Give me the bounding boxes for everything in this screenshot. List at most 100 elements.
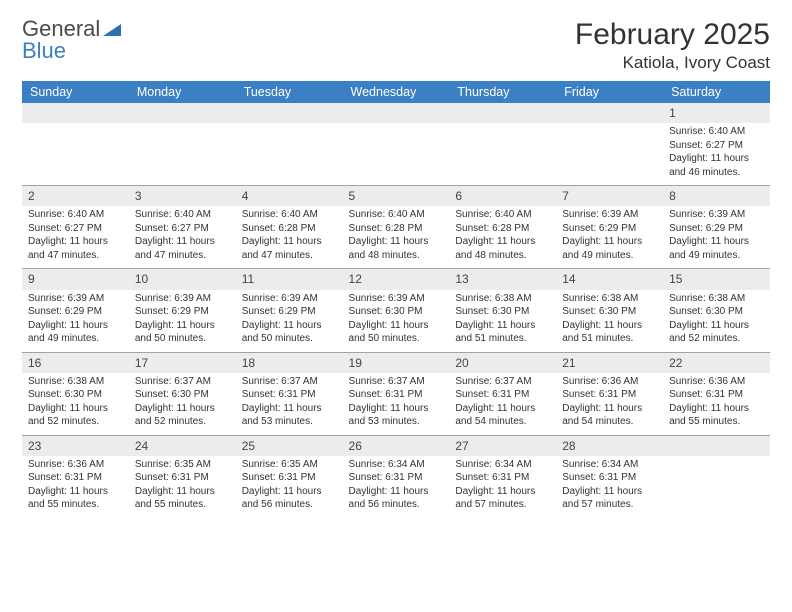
day-header: Saturday bbox=[663, 81, 770, 103]
day-cell: 18Sunrise: 6:37 AMSunset: 6:31 PMDayligh… bbox=[236, 352, 343, 435]
day-details: Sunrise: 6:39 AMSunset: 6:29 PMDaylight:… bbox=[669, 208, 764, 262]
day-cell bbox=[449, 103, 556, 186]
day-details: Sunrise: 6:35 AMSunset: 6:31 PMDaylight:… bbox=[242, 458, 337, 512]
day-details: Sunrise: 6:39 AMSunset: 6:29 PMDaylight:… bbox=[242, 292, 337, 346]
day-cell: 20Sunrise: 6:37 AMSunset: 6:31 PMDayligh… bbox=[449, 352, 556, 435]
day-number bbox=[343, 103, 450, 123]
daylight-text: Daylight: 11 hours and 52 minutes. bbox=[28, 402, 123, 429]
calendar-tbody: 1Sunrise: 6:40 AMSunset: 6:27 PMDaylight… bbox=[22, 103, 770, 518]
day-details: Sunrise: 6:38 AMSunset: 6:30 PMDaylight:… bbox=[669, 292, 764, 346]
sunset-text: Sunset: 6:31 PM bbox=[135, 471, 230, 485]
day-cell: 28Sunrise: 6:34 AMSunset: 6:31 PMDayligh… bbox=[556, 435, 663, 518]
day-number: 21 bbox=[556, 353, 663, 373]
day-details: Sunrise: 6:40 AMSunset: 6:28 PMDaylight:… bbox=[455, 208, 550, 262]
sunrise-text: Sunrise: 6:38 AM bbox=[562, 292, 657, 306]
day-cell: 2Sunrise: 6:40 AMSunset: 6:27 PMDaylight… bbox=[22, 186, 129, 269]
sunset-text: Sunset: 6:31 PM bbox=[562, 471, 657, 485]
day-details: Sunrise: 6:35 AMSunset: 6:31 PMDaylight:… bbox=[135, 458, 230, 512]
day-cell: 19Sunrise: 6:37 AMSunset: 6:31 PMDayligh… bbox=[343, 352, 450, 435]
sunset-text: Sunset: 6:28 PM bbox=[455, 222, 550, 236]
day-number bbox=[236, 103, 343, 123]
day-number: 23 bbox=[22, 436, 129, 456]
day-cell: 13Sunrise: 6:38 AMSunset: 6:30 PMDayligh… bbox=[449, 269, 556, 352]
sunrise-text: Sunrise: 6:36 AM bbox=[669, 375, 764, 389]
daylight-text: Daylight: 11 hours and 51 minutes. bbox=[455, 319, 550, 346]
sunset-text: Sunset: 6:30 PM bbox=[669, 305, 764, 319]
sunrise-text: Sunrise: 6:38 AM bbox=[455, 292, 550, 306]
day-details: Sunrise: 6:40 AMSunset: 6:28 PMDaylight:… bbox=[349, 208, 444, 262]
sunset-text: Sunset: 6:29 PM bbox=[562, 222, 657, 236]
day-cell: 11Sunrise: 6:39 AMSunset: 6:29 PMDayligh… bbox=[236, 269, 343, 352]
day-number bbox=[449, 103, 556, 123]
daylight-text: Daylight: 11 hours and 53 minutes. bbox=[349, 402, 444, 429]
day-cell: 17Sunrise: 6:37 AMSunset: 6:30 PMDayligh… bbox=[129, 352, 236, 435]
daylight-text: Daylight: 11 hours and 50 minutes. bbox=[242, 319, 337, 346]
day-cell: 26Sunrise: 6:34 AMSunset: 6:31 PMDayligh… bbox=[343, 435, 450, 518]
day-header: Wednesday bbox=[343, 81, 450, 103]
day-cell: 25Sunrise: 6:35 AMSunset: 6:31 PMDayligh… bbox=[236, 435, 343, 518]
day-number: 18 bbox=[236, 353, 343, 373]
calendar-table: SundayMondayTuesdayWednesdayThursdayFrid… bbox=[22, 81, 770, 518]
day-number bbox=[663, 436, 770, 456]
sunset-text: Sunset: 6:27 PM bbox=[135, 222, 230, 236]
week-row: 23Sunrise: 6:36 AMSunset: 6:31 PMDayligh… bbox=[22, 435, 770, 518]
day-number: 28 bbox=[556, 436, 663, 456]
day-details: Sunrise: 6:40 AMSunset: 6:27 PMDaylight:… bbox=[28, 208, 123, 262]
daylight-text: Daylight: 11 hours and 52 minutes. bbox=[669, 319, 764, 346]
day-details: Sunrise: 6:36 AMSunset: 6:31 PMDaylight:… bbox=[562, 375, 657, 429]
sunset-text: Sunset: 6:30 PM bbox=[135, 388, 230, 402]
day-cell: 27Sunrise: 6:34 AMSunset: 6:31 PMDayligh… bbox=[449, 435, 556, 518]
sunrise-text: Sunrise: 6:34 AM bbox=[562, 458, 657, 472]
day-cell bbox=[663, 435, 770, 518]
sunset-text: Sunset: 6:31 PM bbox=[349, 388, 444, 402]
day-cell: 21Sunrise: 6:36 AMSunset: 6:31 PMDayligh… bbox=[556, 352, 663, 435]
day-cell bbox=[556, 103, 663, 186]
day-number: 5 bbox=[343, 186, 450, 206]
day-details: Sunrise: 6:39 AMSunset: 6:30 PMDaylight:… bbox=[349, 292, 444, 346]
day-cell: 22Sunrise: 6:36 AMSunset: 6:31 PMDayligh… bbox=[663, 352, 770, 435]
day-cell: 5Sunrise: 6:40 AMSunset: 6:28 PMDaylight… bbox=[343, 186, 450, 269]
sunset-text: Sunset: 6:31 PM bbox=[242, 471, 337, 485]
daylight-text: Daylight: 11 hours and 49 minutes. bbox=[28, 319, 123, 346]
day-number: 17 bbox=[129, 353, 236, 373]
daylight-text: Daylight: 11 hours and 56 minutes. bbox=[349, 485, 444, 512]
day-number: 26 bbox=[343, 436, 450, 456]
sunrise-text: Sunrise: 6:37 AM bbox=[349, 375, 444, 389]
day-cell: 3Sunrise: 6:40 AMSunset: 6:27 PMDaylight… bbox=[129, 186, 236, 269]
day-details: Sunrise: 6:40 AMSunset: 6:27 PMDaylight:… bbox=[669, 125, 764, 179]
day-details: Sunrise: 6:37 AMSunset: 6:31 PMDaylight:… bbox=[242, 375, 337, 429]
day-cell: 12Sunrise: 6:39 AMSunset: 6:30 PMDayligh… bbox=[343, 269, 450, 352]
day-number: 10 bbox=[129, 269, 236, 289]
day-cell bbox=[22, 103, 129, 186]
sunset-text: Sunset: 6:29 PM bbox=[669, 222, 764, 236]
day-header: Monday bbox=[129, 81, 236, 103]
sunrise-text: Sunrise: 6:37 AM bbox=[242, 375, 337, 389]
sunset-text: Sunset: 6:29 PM bbox=[242, 305, 337, 319]
location-label: Katiola, Ivory Coast bbox=[575, 53, 770, 73]
daylight-text: Daylight: 11 hours and 51 minutes. bbox=[562, 319, 657, 346]
day-cell: 24Sunrise: 6:35 AMSunset: 6:31 PMDayligh… bbox=[129, 435, 236, 518]
day-number: 15 bbox=[663, 269, 770, 289]
day-number: 1 bbox=[663, 103, 770, 123]
sunset-text: Sunset: 6:28 PM bbox=[242, 222, 337, 236]
sunset-text: Sunset: 6:31 PM bbox=[562, 388, 657, 402]
daylight-text: Daylight: 11 hours and 54 minutes. bbox=[455, 402, 550, 429]
sunrise-text: Sunrise: 6:36 AM bbox=[28, 458, 123, 472]
day-details: Sunrise: 6:39 AMSunset: 6:29 PMDaylight:… bbox=[135, 292, 230, 346]
sunrise-text: Sunrise: 6:36 AM bbox=[562, 375, 657, 389]
sunrise-text: Sunrise: 6:39 AM bbox=[135, 292, 230, 306]
daylight-text: Daylight: 11 hours and 48 minutes. bbox=[349, 235, 444, 262]
sunrise-text: Sunrise: 6:38 AM bbox=[669, 292, 764, 306]
daylight-text: Daylight: 11 hours and 46 minutes. bbox=[669, 152, 764, 179]
daylight-text: Daylight: 11 hours and 57 minutes. bbox=[562, 485, 657, 512]
day-number: 8 bbox=[663, 186, 770, 206]
day-header: Tuesday bbox=[236, 81, 343, 103]
month-title: February 2025 bbox=[575, 18, 770, 51]
daylight-text: Daylight: 11 hours and 49 minutes. bbox=[669, 235, 764, 262]
day-details: Sunrise: 6:34 AMSunset: 6:31 PMDaylight:… bbox=[562, 458, 657, 512]
sunrise-text: Sunrise: 6:40 AM bbox=[349, 208, 444, 222]
sunrise-text: Sunrise: 6:35 AM bbox=[242, 458, 337, 472]
sunset-text: Sunset: 6:30 PM bbox=[562, 305, 657, 319]
calendar-page: { "brand": { "part1": "General", "part2"… bbox=[0, 0, 792, 612]
day-cell: 8Sunrise: 6:39 AMSunset: 6:29 PMDaylight… bbox=[663, 186, 770, 269]
